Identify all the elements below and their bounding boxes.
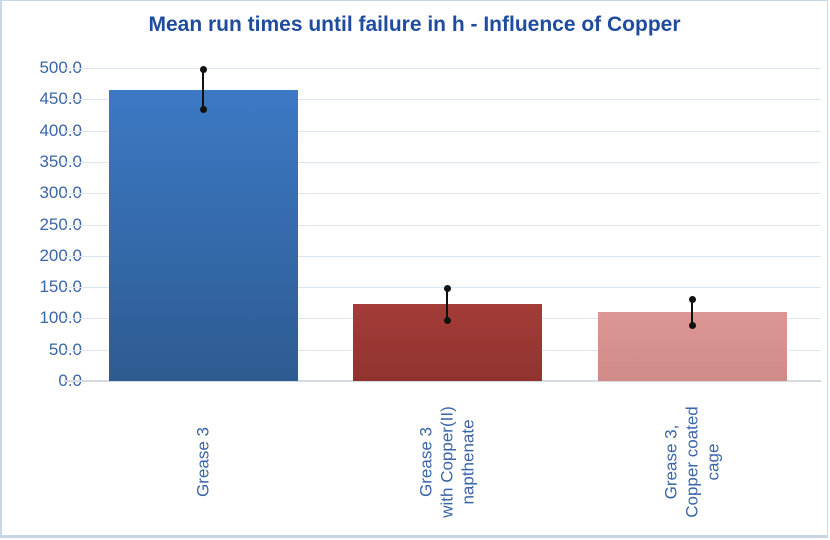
gridline xyxy=(64,287,821,289)
gridline xyxy=(64,68,821,69)
y-tick-label: 400.0 xyxy=(39,120,82,140)
gridline xyxy=(64,193,821,195)
gridline xyxy=(64,255,821,257)
error-bar-cap xyxy=(443,284,451,292)
gridline xyxy=(64,130,821,132)
gridline xyxy=(64,161,821,163)
plot-area xyxy=(64,1,821,535)
gridline xyxy=(64,224,821,226)
error-bar xyxy=(446,288,448,321)
error-bar-cap xyxy=(688,321,696,329)
error-bar-cap xyxy=(199,66,207,74)
y-tick-label: 350.0 xyxy=(39,151,82,171)
y-tick-label: 200.0 xyxy=(39,245,82,265)
gridline xyxy=(64,99,821,101)
error-bar-cap xyxy=(443,316,451,324)
x-axis-line xyxy=(64,380,821,382)
y-tick-label: 100.0 xyxy=(39,308,82,328)
x-category-label: Grease 3 with Copper(II) napthenate xyxy=(416,406,478,518)
chart-title: Mean run times until failure in h - Infl… xyxy=(148,13,681,36)
y-tick-label: 300.0 xyxy=(39,183,82,203)
error-bar xyxy=(202,69,204,110)
error-bar-cap xyxy=(688,296,696,304)
x-category-label: Grease 3, Copper coated cage xyxy=(661,406,723,518)
y-tick-label: 450.0 xyxy=(39,89,82,109)
y-tick-label: 500.0 xyxy=(39,58,82,77)
y-tick-label: 150.0 xyxy=(39,277,82,297)
y-tick-label: 250.0 xyxy=(39,214,82,234)
x-category-label: Grease 3 xyxy=(193,427,213,497)
y-tick-label: 50.0 xyxy=(48,339,82,359)
error-bar xyxy=(691,299,693,326)
bar xyxy=(108,89,298,381)
error-bar-cap xyxy=(199,106,207,114)
